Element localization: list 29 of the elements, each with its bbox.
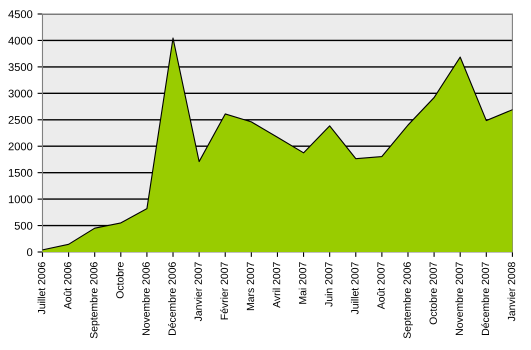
x-tick-label: Août 2006 [64,262,72,310]
y-tick-label: 3000 [8,90,32,98]
x-tick-label: Octobre [116,262,124,298]
x-tick-label: Juillet 2006 [38,262,46,314]
x-tick-label: Août 2007 [376,262,385,310]
y-tick-label: 1500 [8,168,32,177]
x-tick-label: Septembre 2006 [90,262,100,338]
x-tick-label: Juin 2007 [324,262,332,307]
y-tick-label: 2500 [8,116,32,124]
x-tick-label: Avril 2007 [272,262,280,308]
x-tick-label: Septembre 2006 [403,262,413,338]
y-tick-label: 2000 [8,142,32,150]
x-tick-label: Janvier 2008 [508,262,516,322]
x-tick-label: Mars 2007 [246,262,254,310]
x-tick-label: Mai 2007 [298,262,306,304]
y-tick-label: 4500 [8,10,32,18]
x-tick-label: Juillet 2007 [350,262,359,314]
x-tick-label: Décembre 2006 [168,262,176,335]
y-tick-label: 500 [14,222,32,230]
x-tick-label: Novembre 2007 [455,262,463,335]
x-tick-label: Janvier 2007 [194,262,202,322]
y-tick-label: 0 [27,248,32,256]
x-tick-label: Février 2007 [220,262,228,320]
x-tick-label: Novembre 2006 [142,262,150,335]
y-tick-label: 1000 [8,195,32,204]
y-tick-label: 3500 [8,63,32,72]
x-tick-label: Octobre 2007 [429,262,437,324]
y-tick-label: 4000 [8,36,32,45]
x-tick-label: Décembre 2007 [481,262,490,335]
